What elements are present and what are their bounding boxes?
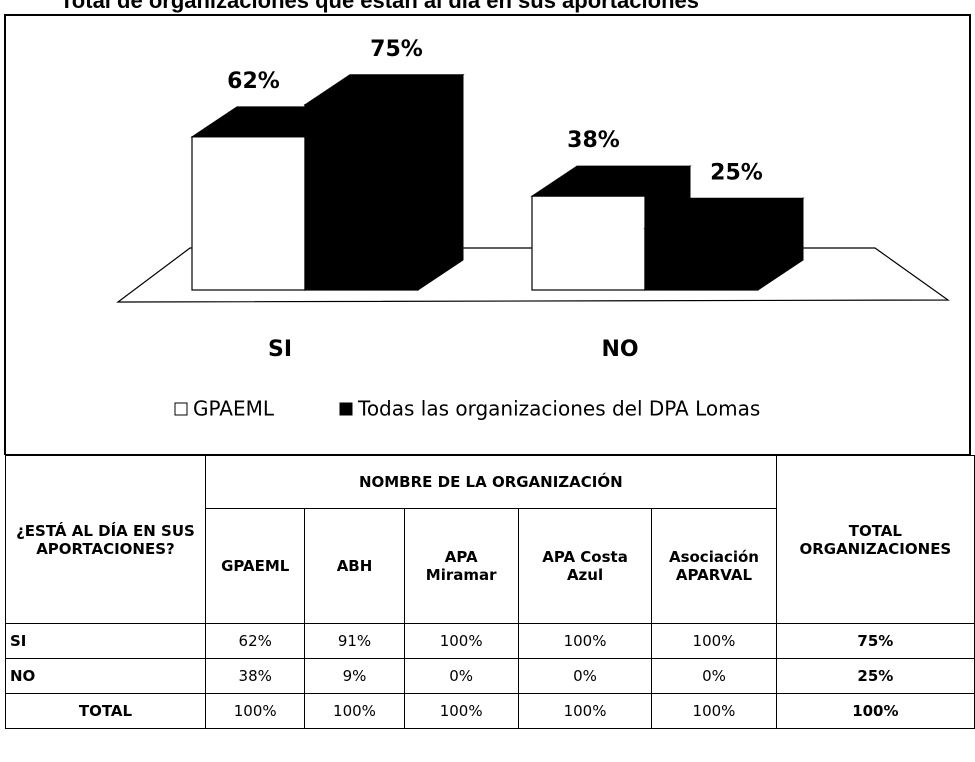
bar-front — [531, 195, 646, 291]
cell: 100% — [204, 693, 306, 729]
data-label: 38% — [567, 128, 620, 153]
cell: 100% — [403, 693, 519, 729]
bar — [303, 73, 465, 291]
cell: 62% — [204, 623, 306, 659]
cell: 100% — [651, 623, 777, 659]
chart-frame — [4, 14, 971, 455]
cell: 100% — [403, 623, 519, 659]
bar — [643, 197, 805, 291]
data-table: ¿ESTÁ AL DÍA EN SUS APORTACIONES? NOMBRE… — [5, 455, 975, 729]
group-header: NOMBRE DE LA ORGANIZACIÓN — [204, 455, 777, 509]
cell: 100% — [517, 623, 653, 659]
cell: 25% — [775, 658, 975, 694]
column-header: ABH — [304, 508, 405, 624]
cell: 9% — [304, 658, 405, 694]
x-tick-label: NO — [601, 337, 638, 362]
question-header: ¿ESTÁ AL DÍA EN SUS APORTACIONES? — [5, 455, 206, 624]
data-label: 75% — [370, 37, 423, 62]
bar-side — [417, 73, 464, 291]
total-header: TOTAL ORGANIZACIONES — [775, 455, 975, 624]
cell: 100% — [775, 693, 975, 729]
bar-front — [304, 104, 419, 291]
table-row: SI 62% 91% 100% 100% 100% 75% — [5, 623, 975, 659]
bar-front — [191, 136, 306, 291]
cell: 38% — [204, 658, 306, 694]
column-header: Asociación APARVAL — [651, 508, 777, 624]
cell: 0% — [651, 658, 777, 694]
legend-swatch — [174, 402, 188, 416]
cell: 0% — [517, 658, 653, 694]
legend-label: GPAEML — [193, 397, 275, 421]
column-header: APA Costa Azul — [517, 508, 653, 624]
column-header: APA Miramar — [403, 508, 519, 624]
table-row: NO 38% 9% 0% 0% 0% 25% — [5, 658, 975, 694]
cell: 100% — [304, 693, 405, 729]
chart: SI NO 62% 38% 75% 25% GPAEML Todas las organiza… — [4, 14, 971, 455]
legend-label: Todas las organizaciones del DPA Lomas — [357, 397, 760, 421]
chart-title: Total de organizaciones que están al día… — [60, 0, 699, 13]
table-row: TOTAL 100% 100% 100% 100% 100% 100% — [5, 693, 975, 729]
x-tick-label: SI — [268, 337, 292, 362]
data-label: 62% — [227, 69, 280, 94]
data-label: 25% — [710, 160, 763, 185]
cell: 100% — [517, 693, 653, 729]
row-label: NO — [5, 658, 206, 694]
cell: 91% — [304, 623, 405, 659]
legend-swatch — [339, 402, 353, 416]
cell: 100% — [651, 693, 777, 729]
bar-front — [644, 227, 759, 291]
cell: 75% — [775, 623, 975, 659]
column-header: GPAEML — [204, 508, 306, 624]
row-label: TOTAL — [5, 693, 206, 729]
row-label: SI — [5, 623, 206, 659]
cell: 0% — [403, 658, 519, 694]
